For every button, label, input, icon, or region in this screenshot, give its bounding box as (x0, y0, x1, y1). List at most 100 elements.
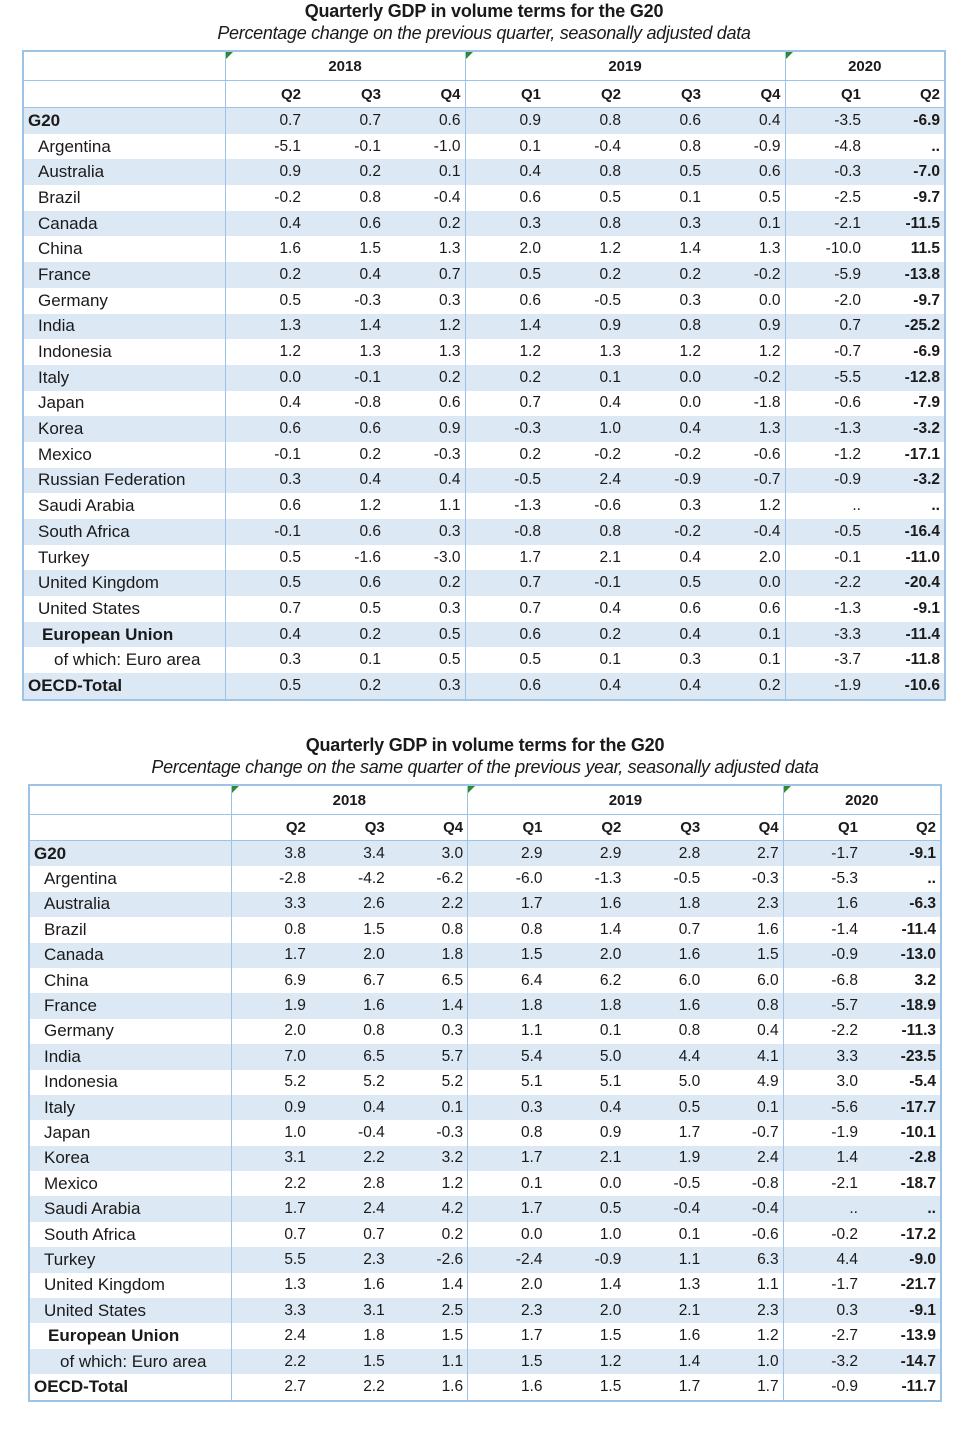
table-row: United States 0.7 0.5 0.3 0.7 0.4 0.6 0.6 -1.3 -9… (23, 596, 945, 622)
table-row: Italy 0.0 -0.1 0.2 0.2 0.1 0.0 -0.2 -5.5 -12.8 (23, 364, 945, 391)
value-cell: 0.9 (385, 416, 465, 442)
value-cell: 1.4 (679, 240, 701, 258)
table-row: Brazil -0.2 0.8 -0.4 0.6 0.5 0.1 0.5 -2.5 -9.7 (23, 185, 945, 211)
quarter-header: Q2 (230, 814, 310, 841)
value-cell: 0.0 (758, 291, 781, 309)
value-cell: 0.3 (385, 673, 465, 700)
value-cell: 0.1 (388, 1094, 468, 1121)
table-row: China 6.9 6.7 6.5 6.4 6.2 6.0 6.0 -6.8 3.2 (29, 967, 941, 994)
table-row: European Union 2.4 1.8 1.5 1.7 1.5 1.6 1.2 -2.7-… (29, 1323, 941, 1349)
value-cell: -3.3 (784, 621, 865, 648)
value-cell: 1.8 (363, 1327, 385, 1345)
quarter-header: Q3 (625, 814, 705, 841)
quarter-header: Q3 (309, 814, 389, 841)
value-cell: -2.1 (782, 1171, 862, 1197)
value-cell: 1.4 (441, 1276, 464, 1294)
row-label: South Africa (23, 519, 225, 545)
value-cell: -2.8 (230, 866, 310, 892)
year-header: 2020 (784, 51, 945, 81)
value-cell: -9.7 (913, 188, 940, 206)
value-cell: 1.5 (467, 942, 547, 968)
quarter-header: Q2 (546, 814, 626, 841)
table-row: of which: Euro area 2.2 1.5 1.1 1.5 1.2 1.4 1.0… (29, 1348, 941, 1375)
value-cell: 0.7 (464, 390, 545, 417)
value-cell: -0.3 (464, 416, 545, 442)
value-cell: 0.5 (359, 599, 381, 617)
value-cell: 1.3 (359, 343, 381, 361)
value-cell: -12.8 (865, 364, 945, 391)
value-cell: -0.3 (751, 870, 779, 888)
value-cell: 0.0 (599, 1174, 622, 1192)
value-cell: 2.7 (704, 840, 784, 867)
value-cell: 2.9 (467, 840, 547, 867)
table-row: Canada 0.4 0.6 0.2 0.3 0.8 0.3 0.1 -2.1 -11.5 (23, 210, 945, 237)
table-row: Korea 0.6 0.6 0.9 -0.3 1.0 0.4 1.3 -1.3 -3.2 (23, 416, 945, 442)
value-cell: -6.8 (782, 967, 862, 994)
value-cell: -0.1 (224, 519, 305, 545)
value-cell: .. (782, 1196, 862, 1222)
value-cell: 1.3 (599, 343, 621, 361)
value-cell: 0.5 (438, 651, 461, 669)
value-cell: 0.8 (230, 917, 310, 943)
value-cell: 0.3 (385, 519, 465, 545)
table-row: OECD-Total 2.7 2.2 1.6 1.6 1.5 1.7 1.7 -0.9 -11.7 (29, 1374, 941, 1401)
value-cell: 2.0 (230, 1018, 310, 1045)
table-row: United Kingdom 0.5 0.6 0.2 0.7 -0.1 0.5 0.0 -2.2… (23, 570, 945, 597)
value-cell: 1.2 (359, 497, 381, 515)
table-row: Turkey 0.5 -1.6 -3.0 1.7 2.1 0.4 2.0 -0.1 -11.0 (23, 544, 945, 571)
value-cell: 0.1 (599, 1022, 622, 1040)
value-cell: -4.2 (358, 870, 385, 888)
comment-marker-icon (231, 786, 239, 793)
value-cell: 0.5 (464, 647, 545, 674)
value-cell: -14.7 (862, 1348, 941, 1375)
row-label: Brazil (44, 919, 87, 939)
row-label: Turkey (29, 1247, 231, 1273)
value-cell: 0.3 (679, 651, 701, 669)
value-cell: -0.9 (753, 137, 781, 155)
value-cell: -0.7 (751, 1123, 779, 1141)
value-cell: .. (931, 497, 940, 515)
value-cell: 0.4 (705, 107, 785, 134)
value-cell: 0.6 (464, 185, 545, 211)
value-cell: -0.9 (784, 467, 865, 494)
value-cell: 0.0 (625, 364, 705, 391)
value-cell: 0.2 (359, 445, 381, 463)
value-cell: 1.5 (704, 942, 784, 968)
value-cell: 0.4 (385, 467, 465, 494)
value-cell: 4.4 (782, 1247, 862, 1273)
value-cell: -0.4 (704, 1196, 784, 1222)
value-cell: 1.8 (546, 993, 626, 1019)
value-cell: -11.0 (905, 548, 940, 566)
value-cell: 0.0 (467, 1221, 547, 1248)
value-cell: 0.6 (305, 519, 385, 545)
value-cell: 1.5 (441, 1327, 464, 1345)
value-cell: 0.5 (224, 544, 305, 571)
value-cell: -17.1 (904, 445, 940, 463)
table-row: India 7.0 6.5 5.7 5.4 5.0 4.4 4.1 3.3 -23.5 (29, 1044, 941, 1070)
value-cell: 0.5 (625, 1094, 705, 1121)
value-cell: -17.7 (862, 1094, 941, 1121)
value-cell: -1.4 (782, 917, 862, 943)
value-cell: 1.4 (599, 1276, 622, 1294)
value-cell: .. (931, 137, 940, 155)
value-cell: 3.1 (309, 1298, 389, 1324)
value-cell: -0.2 (782, 1221, 862, 1248)
row-label: Japan (38, 393, 85, 413)
value-cell: 2.9 (546, 840, 626, 867)
table-row: G20 3.8 3.4 3.0 2.9 2.9 2.8 2.7 -1.7 -9.1 (29, 840, 941, 867)
value-cell: 0.4 (757, 1022, 779, 1040)
table-row: France 1.9 1.6 1.4 1.8 1.8 1.6 0.8 -5.7 -18.9 (29, 993, 941, 1019)
value-cell: 0.1 (705, 621, 785, 648)
value-cell: 0.1 (545, 364, 625, 391)
value-cell: 7.0 (230, 1044, 310, 1070)
table-row: United Kingdom 1.3 1.6 1.4 2.0 1.4 1.3 1.1 -1.7-… (29, 1272, 941, 1299)
quarter-header: Q1 (464, 80, 545, 108)
value-cell: 0.2 (705, 673, 785, 700)
value-cell: 5.7 (388, 1044, 468, 1070)
value-cell: -13.9 (900, 1327, 936, 1345)
value-cell: 0.8 (625, 313, 705, 340)
value-cell: 1.4 (782, 1145, 862, 1172)
value-cell: -0.4 (705, 519, 785, 545)
value-cell: 2.3 (704, 1298, 784, 1324)
gdp-table-previous-year: 2018 2019 2020 Q2 Q3 Q4 Q1 Q2 Q3 Q4 Q1 Q2 G20 3.8 3.4 3… (28, 784, 942, 1402)
